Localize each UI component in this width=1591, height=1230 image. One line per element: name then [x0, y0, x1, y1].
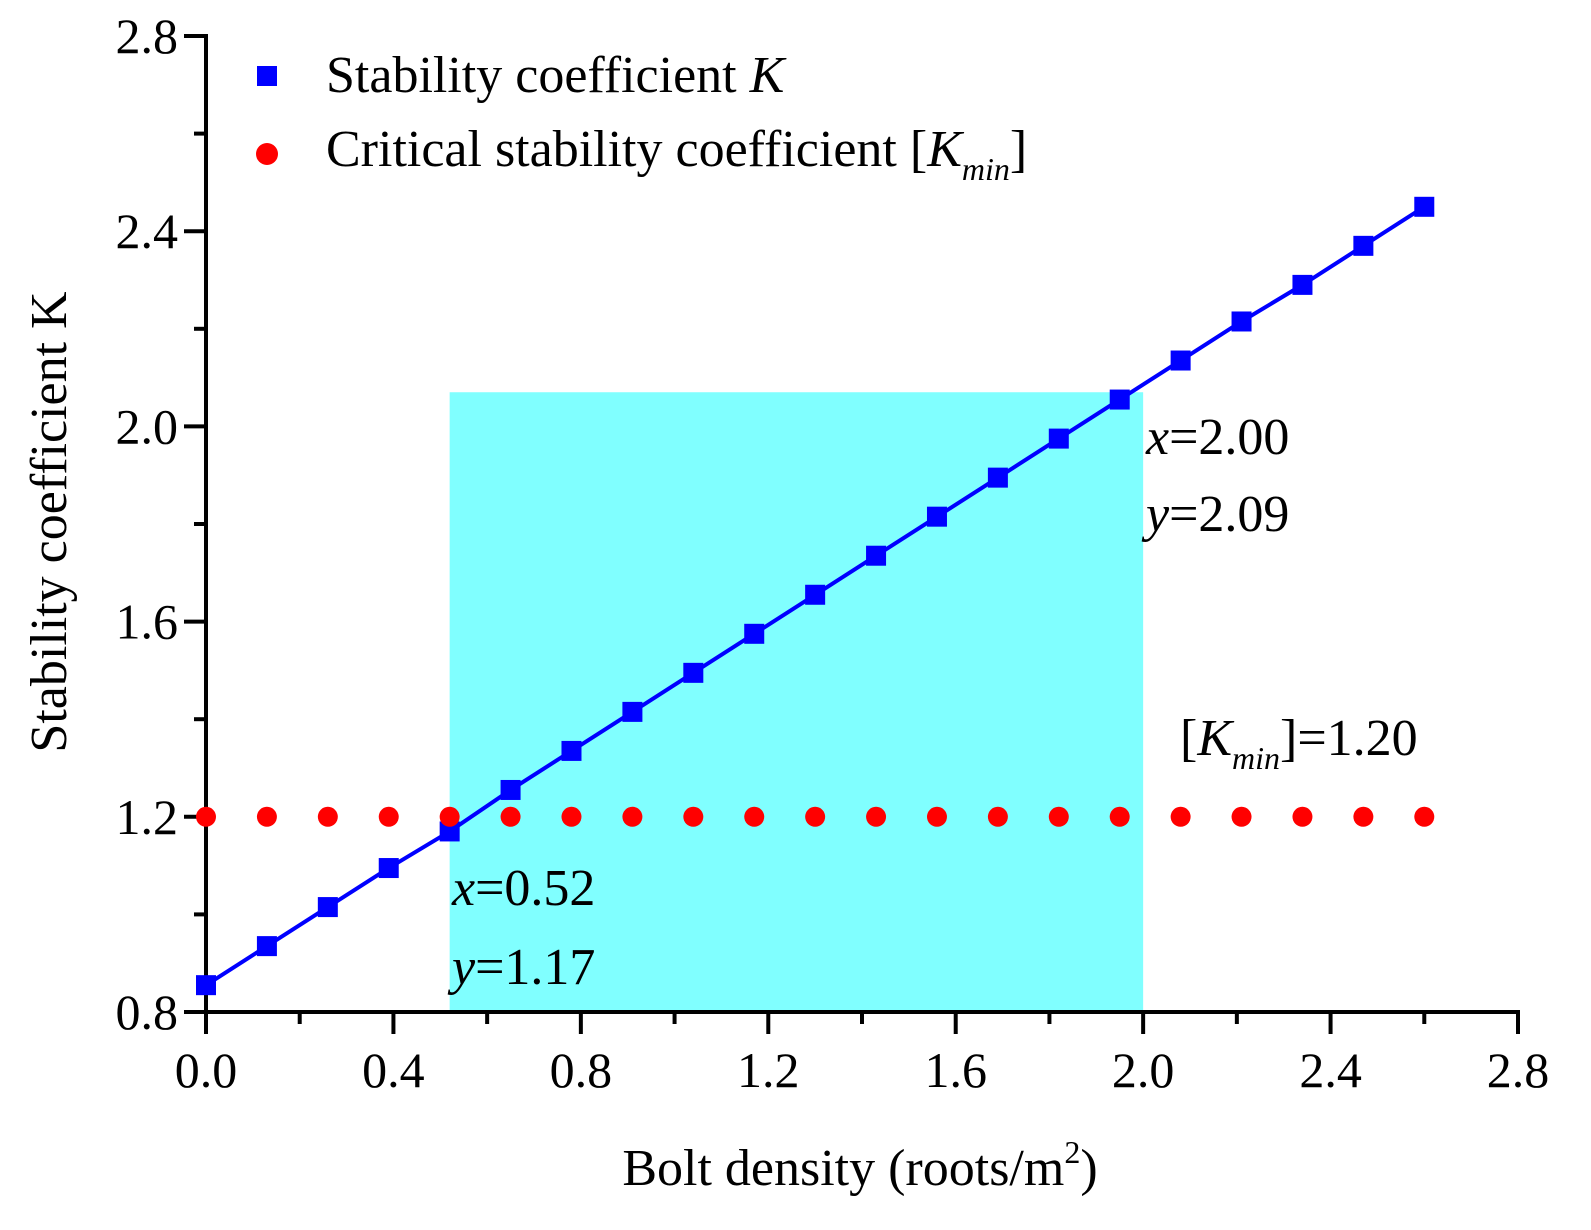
data-point-kmin	[866, 806, 887, 827]
data-point-kmin	[439, 806, 460, 827]
y-tick-label: 1.6	[116, 594, 179, 650]
x-tick-label: 2.0	[1112, 1042, 1175, 1098]
data-point-kmin	[1414, 806, 1435, 827]
x-tick-label: 1.2	[737, 1042, 800, 1098]
annotation-left-y: y=1.17	[447, 939, 595, 996]
data-point-kmin	[805, 806, 826, 827]
data-point-k	[622, 701, 643, 722]
data-point-k	[256, 936, 277, 957]
legend-circle-marker-icon	[256, 143, 278, 165]
y-tick-label: 2.4	[116, 203, 179, 259]
data-point-k	[500, 779, 521, 800]
annotation-left-x: x=0.52	[451, 860, 595, 917]
legend-label-kmin: Critical stability coefficient [Kmin]	[326, 121, 1027, 187]
legend: Stability coefficient K Critical stabili…	[256, 47, 1027, 187]
data-point-kmin	[256, 806, 277, 827]
data-point-k	[317, 897, 338, 918]
data-point-k	[1109, 389, 1130, 410]
y-tick-label: 2.0	[116, 398, 179, 454]
data-point-k	[439, 821, 460, 842]
axes: 0.8 1.2 1.6 2.0 2.4 2.8 0.0 0.4 0.8 1.2 1.6 2.0 2.4 2…	[116, 8, 1550, 1098]
data-point-kmin	[926, 806, 947, 827]
data-point-k	[1048, 428, 1069, 449]
y-axis-title: Stability coefficient K	[21, 291, 78, 753]
x-tick-label: 0.8	[550, 1042, 613, 1098]
data-point-kmin	[500, 806, 521, 827]
legend-label-k: Stability coefficient K	[326, 47, 787, 104]
annotation-kmin: [Kmin]=1.20	[1180, 710, 1418, 776]
data-point-kmin	[1109, 806, 1130, 827]
data-point-k	[1231, 311, 1252, 332]
y-tick-label: 1.2	[116, 789, 179, 845]
x-tick-label: 2.4	[1299, 1042, 1362, 1098]
annotation-right-x: x=2.00	[1145, 409, 1289, 466]
data-point-k	[987, 467, 1008, 488]
x-tick-label: 1.6	[924, 1042, 987, 1098]
annotation-right-y: y=2.09	[1141, 486, 1289, 543]
data-point-k	[378, 858, 399, 879]
data-point-kmin	[622, 806, 643, 827]
x-tick-label: 2.8	[1487, 1042, 1550, 1098]
data-point-k	[196, 975, 216, 996]
data-point-kmin	[1353, 806, 1374, 827]
highlight-region-layer	[449, 392, 1144, 1012]
data-point-k	[926, 506, 947, 527]
data-point-kmin	[1170, 806, 1191, 827]
data-point-kmin	[744, 806, 765, 827]
data-point-kmin	[1048, 806, 1069, 827]
data-point-k	[1414, 196, 1435, 217]
data-point-kmin	[1231, 806, 1252, 827]
data-point-kmin	[378, 806, 399, 827]
data-point-kmin	[561, 806, 582, 827]
highlight-region	[449, 392, 1144, 1012]
x-axis-title-superscript: 2	[1064, 1134, 1080, 1170]
y-tick-label: 2.8	[116, 8, 179, 64]
data-point-k	[744, 623, 765, 644]
data-point-k	[561, 740, 582, 761]
y-tick-label: 0.8	[116, 984, 179, 1040]
data-point-kmin	[683, 806, 704, 827]
data-point-kmin	[1292, 806, 1313, 827]
data-point-kmin	[987, 806, 1008, 827]
data-point-k	[1353, 235, 1374, 256]
data-point-kmin	[317, 806, 338, 827]
data-point-k	[805, 584, 826, 605]
series-layer	[196, 196, 1435, 996]
data-point-kmin	[196, 806, 216, 827]
legend-square-marker-icon	[257, 66, 277, 86]
data-point-k	[1170, 350, 1191, 371]
x-axis-title: Bolt density (roots/m2)	[622, 1134, 1097, 1197]
data-point-k	[866, 545, 887, 566]
x-tick-label: 0.4	[362, 1042, 425, 1098]
data-point-k	[683, 662, 704, 683]
data-point-k	[1292, 274, 1313, 295]
x-tick-label: 0.0	[175, 1042, 238, 1098]
